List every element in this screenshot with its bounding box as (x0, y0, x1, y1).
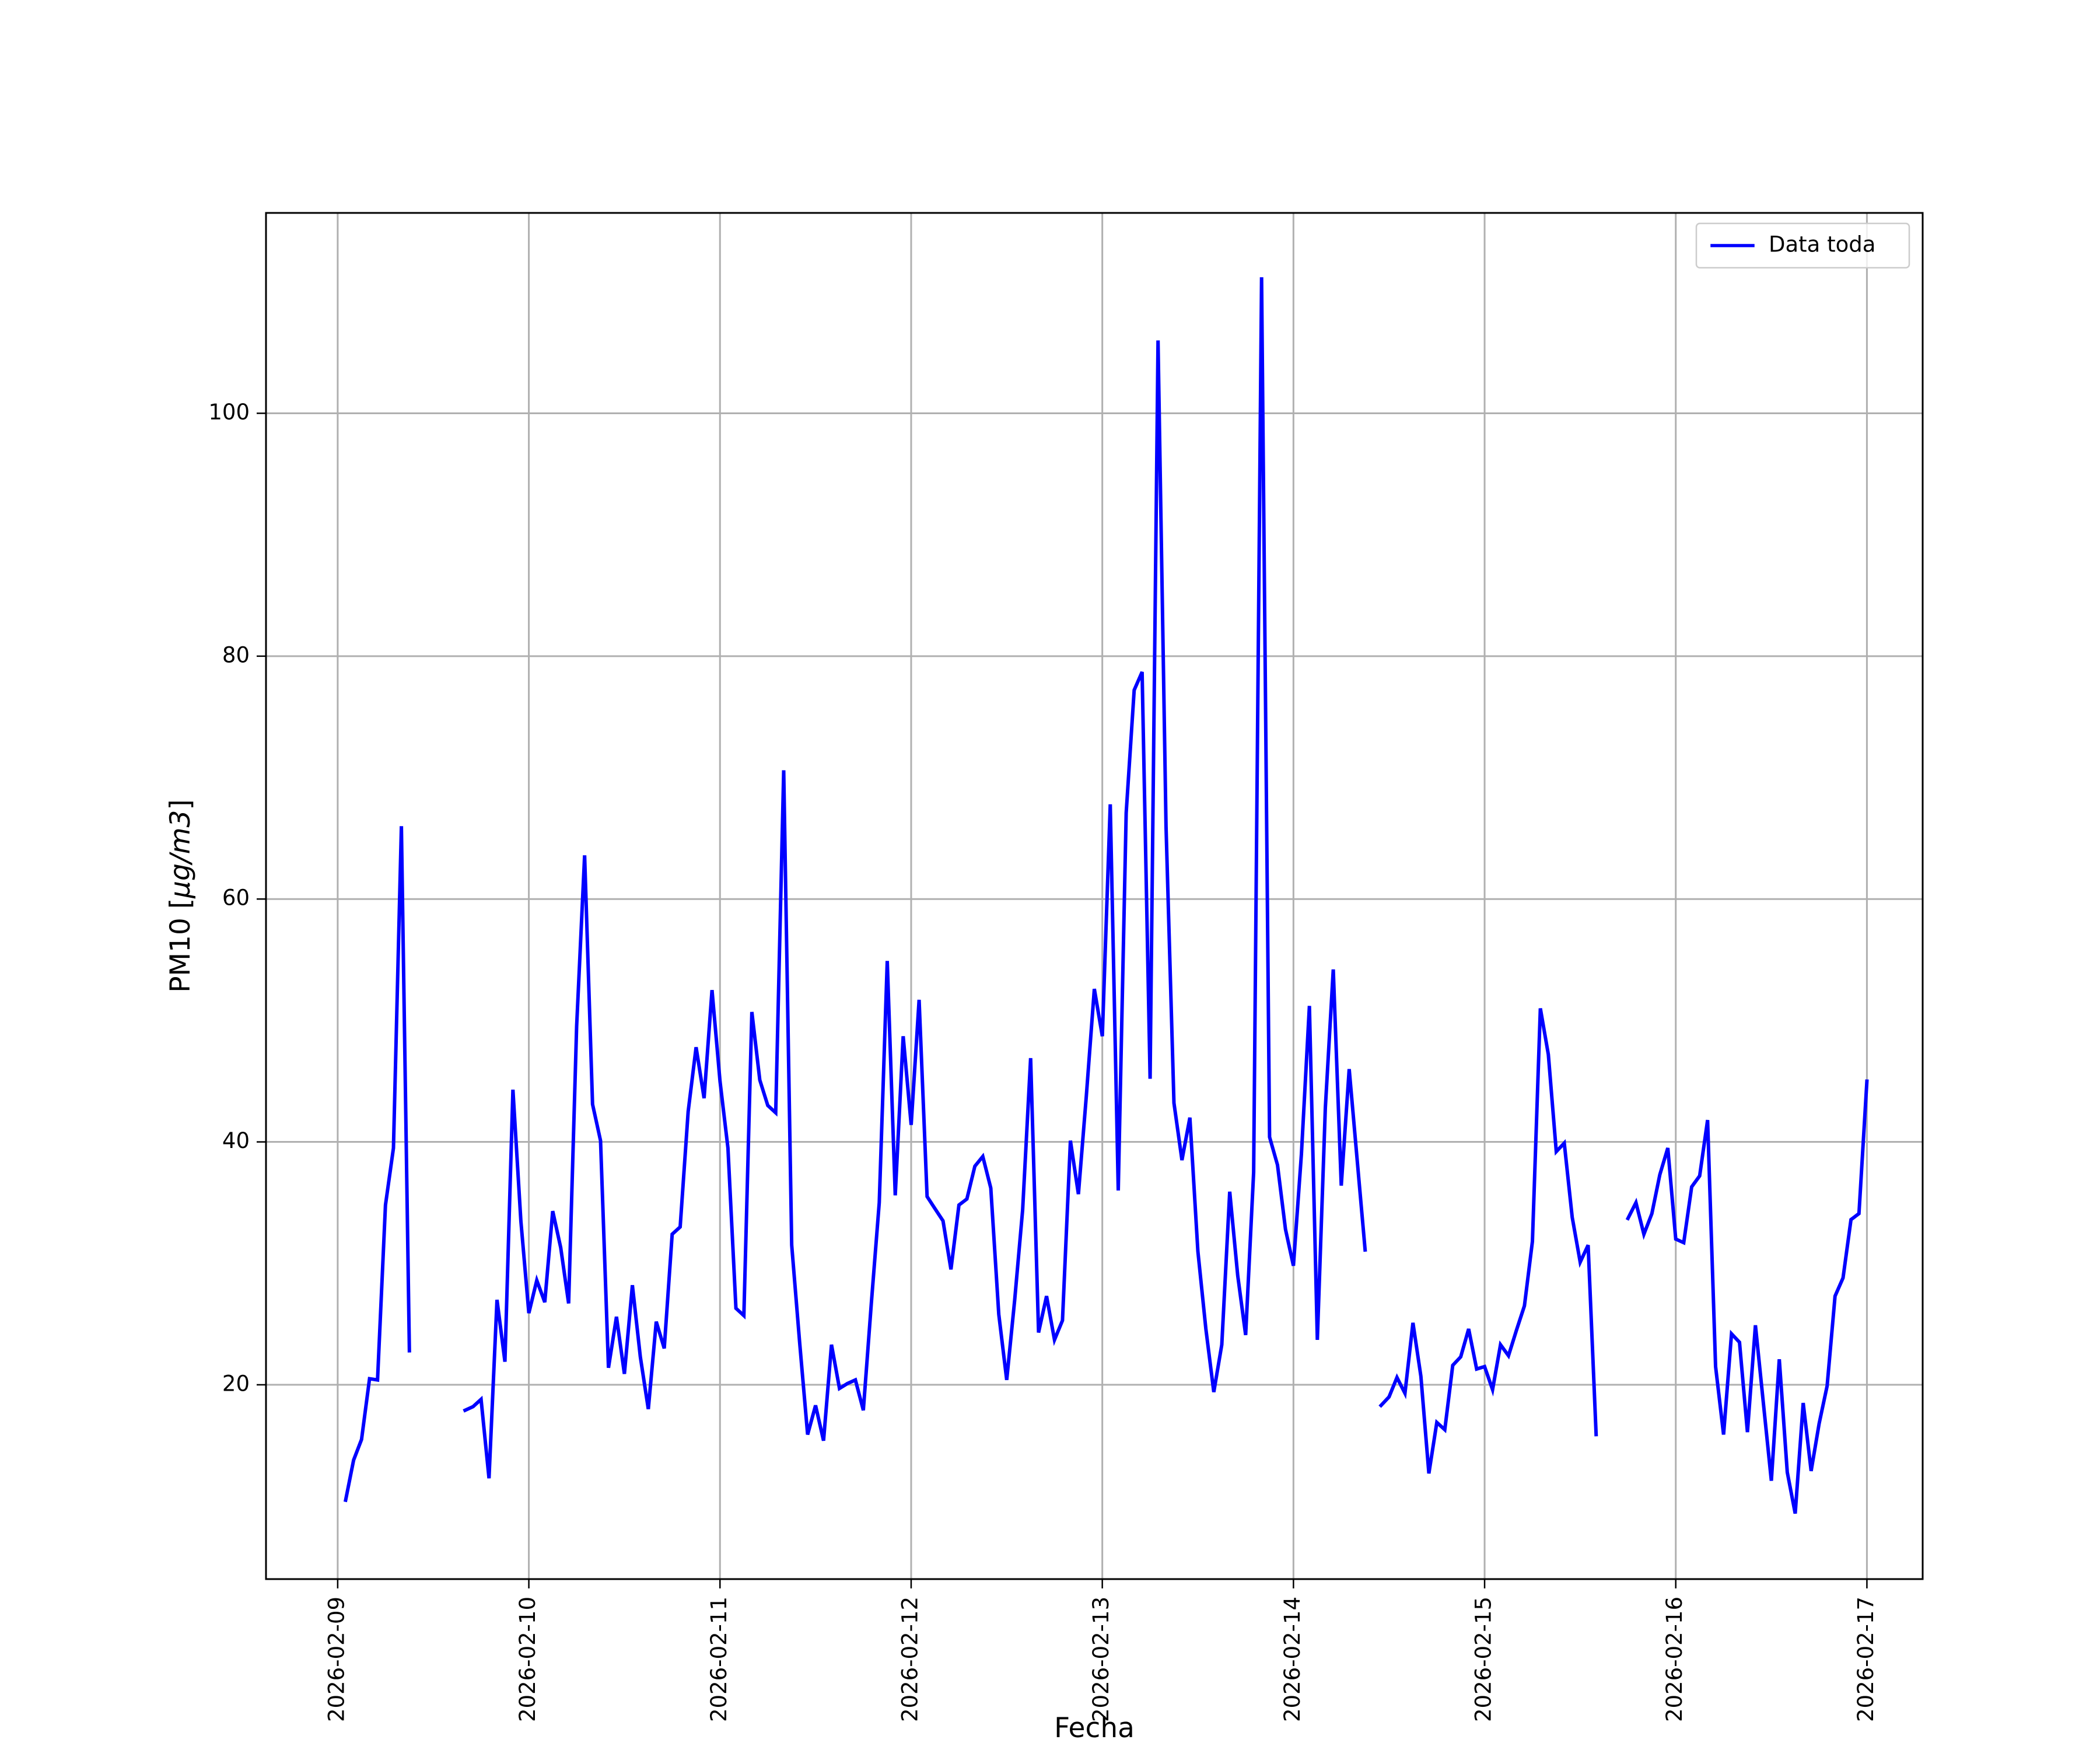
legend-entry-label: Data toda (1769, 232, 1875, 257)
y-axis-label-unit: μg/m3 (164, 810, 197, 899)
y-axis-label: PM10 [μg/m3] (164, 799, 197, 993)
x-tick-label: 2026-02-14 (1280, 1597, 1305, 1722)
legend: Data toda (1695, 222, 1910, 269)
x-tick-label: 2026-02-17 (1853, 1597, 1878, 1722)
legend-box (1695, 222, 1910, 269)
series-line-segment (463, 277, 1367, 1479)
x-tick-label: 2026-02-15 (1471, 1597, 1496, 1722)
x-tick-label: 2026-02-09 (324, 1597, 349, 1722)
grid-lines (266, 213, 1923, 1579)
series-line-segment (1378, 1008, 1598, 1474)
series-group (343, 277, 1869, 1514)
x-axis-label: Fecha (1054, 1712, 1135, 1744)
plot-frame (265, 212, 1924, 1580)
y-axis-label-close: ] (164, 799, 197, 810)
y-axis-label-main: PM10 [ (164, 898, 197, 993)
axis-ticks: 2026-02-09 2026-02-10 2026-02-11 2026-02-12… (208, 400, 1878, 1722)
x-tick-label: 2026-02-13 (1088, 1597, 1114, 1722)
x-tick-label: 2026-02-10 (515, 1597, 540, 1722)
y-tick-label: 40 (222, 1128, 250, 1153)
y-tick-label: 80 (222, 642, 250, 667)
y-tick-label: 20 (222, 1371, 250, 1396)
y-tick-label: 100 (208, 400, 250, 425)
x-tick-label: 2026-02-12 (897, 1597, 922, 1722)
x-tick-label: 2026-02-11 (706, 1597, 732, 1722)
series-line-segment (1625, 1079, 1869, 1514)
x-tick-label: 2026-02-16 (1662, 1597, 1687, 1722)
y-tick-label: 60 (222, 886, 250, 911)
series-line-segment (343, 826, 411, 1503)
